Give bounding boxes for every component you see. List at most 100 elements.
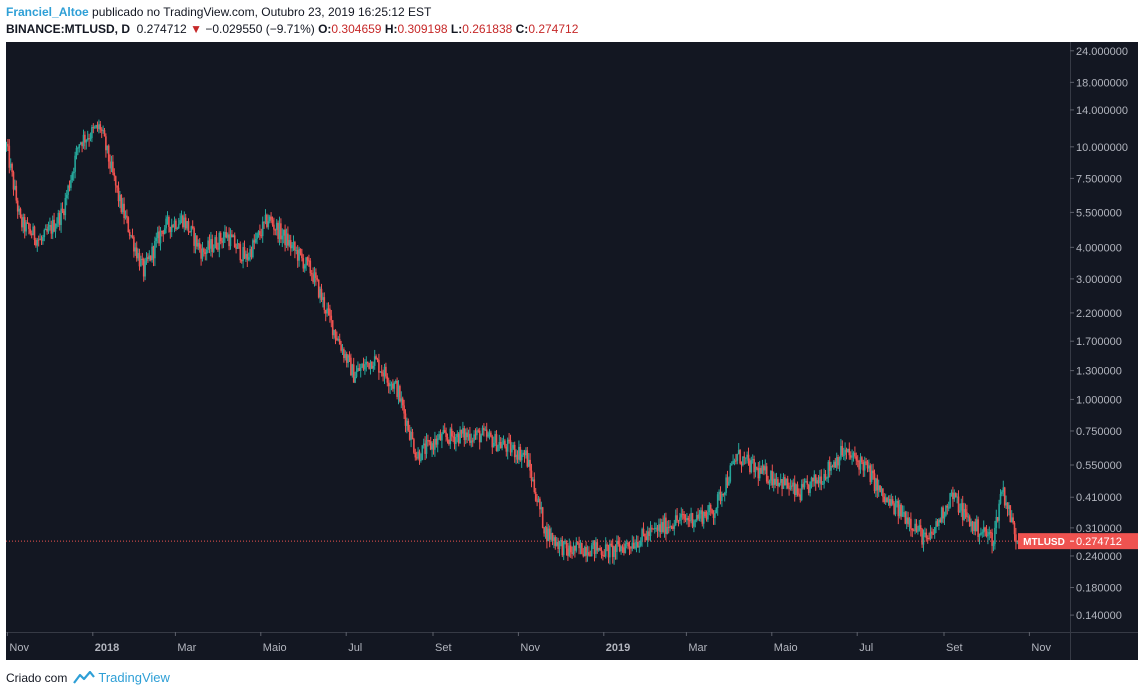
candle <box>480 433 482 443</box>
candle <box>417 447 419 460</box>
candle <box>249 245 251 262</box>
candle <box>866 459 869 473</box>
candle <box>399 384 401 403</box>
candle <box>840 438 842 461</box>
candle <box>788 482 790 496</box>
close-label: C: <box>515 22 529 36</box>
author-link[interactable]: Franciel_Altoe <box>6 5 89 19</box>
candle <box>627 541 629 550</box>
candle <box>441 432 443 449</box>
candle <box>386 373 389 387</box>
candle <box>561 536 564 558</box>
publish-line: Franciel_Altoe publicado no TradingView.… <box>6 4 1136 21</box>
candle <box>449 427 452 449</box>
candle <box>959 503 961 513</box>
candle <box>445 427 447 442</box>
candle <box>743 451 746 465</box>
candle <box>630 546 632 554</box>
candle <box>872 463 874 480</box>
y-tick-label: 0.180000 <box>1076 583 1122 595</box>
candle <box>410 426 412 448</box>
candle <box>455 434 457 452</box>
candle <box>396 377 398 400</box>
candle <box>273 217 275 236</box>
candle <box>435 435 438 448</box>
candle <box>364 359 366 375</box>
chart-container[interactable]: 24.000000 18.000000 14.000000 10.000000 7.50… <box>5 42 1138 660</box>
candle <box>357 361 359 372</box>
candle <box>467 429 470 441</box>
candle <box>256 232 258 245</box>
candle <box>403 399 405 419</box>
candle <box>39 233 41 240</box>
candle <box>1009 505 1012 523</box>
candle <box>876 474 879 499</box>
candle <box>964 503 967 519</box>
candle <box>277 220 279 243</box>
candle <box>870 464 873 485</box>
candle <box>981 529 984 538</box>
candle <box>609 539 611 565</box>
candle <box>481 425 484 436</box>
candle <box>415 451 418 461</box>
x-tick-label: Mar <box>688 642 707 654</box>
candle <box>141 252 144 266</box>
candle <box>653 522 656 534</box>
candle <box>687 515 690 528</box>
candle <box>456 430 459 443</box>
candle <box>296 245 299 268</box>
candle <box>922 529 925 552</box>
candle <box>728 476 730 487</box>
candle <box>996 516 999 523</box>
candle <box>910 512 912 537</box>
candle <box>641 527 643 547</box>
candle <box>775 472 778 487</box>
candle <box>814 474 817 491</box>
candle <box>621 544 624 553</box>
candle <box>352 357 355 383</box>
candle <box>270 212 272 223</box>
candle <box>436 434 439 453</box>
candle <box>247 252 250 262</box>
candle <box>425 433 428 459</box>
candle <box>947 501 950 512</box>
candle <box>1006 502 1009 517</box>
candle <box>963 502 965 522</box>
candle <box>1012 513 1014 525</box>
candle <box>105 133 107 158</box>
y-tick-label: 5.500000 <box>1076 207 1122 219</box>
candle <box>211 234 214 258</box>
candle <box>128 229 131 240</box>
candle <box>483 423 485 437</box>
candle <box>450 423 453 442</box>
candle <box>837 454 839 470</box>
tradingview-brand[interactable]: TradingView <box>98 670 170 685</box>
candle <box>798 488 800 497</box>
low-label: L: <box>450 22 463 36</box>
candle <box>809 481 811 497</box>
candle <box>595 537 597 559</box>
candle <box>18 205 20 215</box>
candle <box>452 430 454 443</box>
candle <box>865 457 867 466</box>
candle <box>484 426 487 431</box>
candle <box>901 505 904 517</box>
candle <box>289 234 292 256</box>
candle <box>854 446 856 459</box>
time-axis[interactable]: Nov 2018 Mar Maio Jul Set Nov 2019 Mar Maio Jul Set… <box>6 632 1051 654</box>
candle <box>691 512 694 529</box>
candle <box>968 514 971 528</box>
candle <box>67 184 69 200</box>
candle <box>126 209 128 224</box>
last-price-tag <box>1070 533 1138 550</box>
candle <box>259 224 261 240</box>
price-chart[interactable]: 24.000000 18.000000 14.000000 10.000000 7.50… <box>5 42 1138 660</box>
candle <box>875 477 877 498</box>
candle <box>413 437 415 455</box>
candle <box>952 486 954 507</box>
tradingview-logo-icon[interactable] <box>73 671 96 685</box>
candle <box>504 438 506 449</box>
price-axis[interactable]: 24.000000 18.000000 14.000000 10.000000 7.50… <box>1070 46 1128 622</box>
candle <box>702 511 705 529</box>
created-with-label: Criado com <box>6 671 68 685</box>
